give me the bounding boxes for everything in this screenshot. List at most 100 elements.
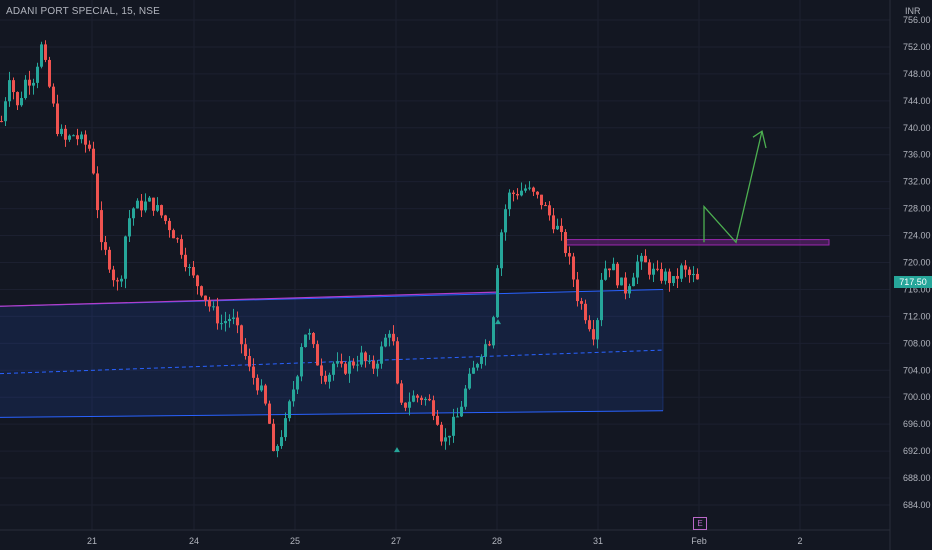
candle (96, 166, 99, 219)
candle-body (512, 192, 515, 194)
last-price-badge: 717.50 (894, 276, 932, 288)
candle (228, 314, 231, 328)
candle-body (392, 333, 395, 342)
candle-body (568, 253, 571, 257)
trendline-magenta (0, 291, 498, 307)
price-tick-label: 692.00 (903, 446, 931, 456)
candle (184, 247, 187, 272)
candle (436, 410, 439, 426)
candle (400, 380, 403, 406)
candle (396, 337, 399, 385)
price-tick-label: 688.00 (903, 473, 931, 483)
resistance-rect (565, 239, 830, 246)
candle (276, 444, 279, 458)
candle (556, 218, 559, 231)
candle-body (668, 271, 671, 284)
candle (628, 283, 631, 298)
price-channel (0, 288, 664, 418)
candle (344, 361, 347, 375)
candle-body (408, 401, 411, 408)
candle (668, 268, 671, 292)
candle-body (20, 98, 23, 106)
candle (44, 40, 47, 63)
candle-body (208, 300, 211, 307)
candle (360, 345, 363, 368)
candle (148, 196, 151, 202)
candle-body (64, 128, 67, 140)
candle (60, 124, 63, 137)
candle (648, 259, 651, 280)
candle (128, 210, 131, 242)
candle-body (156, 205, 159, 211)
earnings-event-marker[interactable]: E (693, 517, 707, 530)
candle-body (248, 355, 251, 367)
candle (288, 399, 291, 422)
candle (540, 194, 543, 210)
candle (528, 181, 531, 191)
candle-body (316, 344, 319, 366)
candle-body (660, 269, 663, 281)
candle-body (452, 416, 455, 436)
candle (544, 202, 547, 207)
candle-body (72, 135, 75, 137)
candle-body (232, 317, 235, 319)
candle-body (56, 103, 59, 135)
candle-body (388, 333, 391, 338)
candle-body (376, 363, 379, 369)
candle (384, 334, 387, 348)
candle (664, 268, 667, 285)
candle (244, 338, 247, 360)
price-tick-label: 716.00 (903, 284, 931, 294)
candle (656, 260, 659, 272)
candle (240, 324, 243, 354)
candle-body (108, 249, 111, 270)
candle-body (344, 363, 347, 374)
candle (120, 275, 123, 287)
candle (448, 435, 451, 446)
candle (580, 297, 583, 310)
candle-body (540, 194, 543, 206)
candle-body (116, 280, 119, 282)
candle-body (508, 192, 511, 210)
candle (252, 358, 255, 385)
candle-body (404, 402, 407, 408)
candle-body (564, 232, 567, 254)
candle-body (380, 346, 383, 364)
candle (212, 301, 215, 311)
candle-body (444, 437, 447, 442)
candle-body (300, 347, 303, 377)
price-tick-label: 708.00 (903, 338, 931, 348)
signal-markers (394, 319, 501, 453)
channel-middle-line (0, 349, 664, 375)
time-tick-label: 24 (189, 536, 199, 546)
time-tick-label: 27 (391, 536, 401, 546)
candle-body (272, 423, 275, 452)
candle (104, 236, 107, 256)
candle-body (176, 238, 179, 240)
candle (512, 190, 515, 202)
projection-arrowhead (752, 130, 767, 149)
time-tick-label: 31 (593, 536, 603, 546)
candle-body (220, 323, 223, 325)
candle-body (364, 352, 367, 361)
price-tick-label: 684.00 (903, 500, 931, 510)
candle-body (484, 344, 487, 357)
candle (620, 277, 623, 286)
candle (112, 265, 115, 287)
candle (392, 325, 395, 346)
projection-path (703, 130, 767, 244)
candle-body (12, 80, 15, 93)
currency-label: INR (905, 6, 921, 16)
candle-body (424, 398, 427, 401)
candle-body (196, 275, 199, 287)
candle (688, 266, 691, 283)
candle-body (228, 318, 231, 322)
candle (8, 71, 11, 107)
candle (292, 381, 295, 407)
candle (376, 360, 379, 377)
candle (484, 339, 487, 366)
time-tick-label: 28 (492, 536, 502, 546)
candle (132, 207, 135, 226)
candle-body (184, 254, 187, 268)
